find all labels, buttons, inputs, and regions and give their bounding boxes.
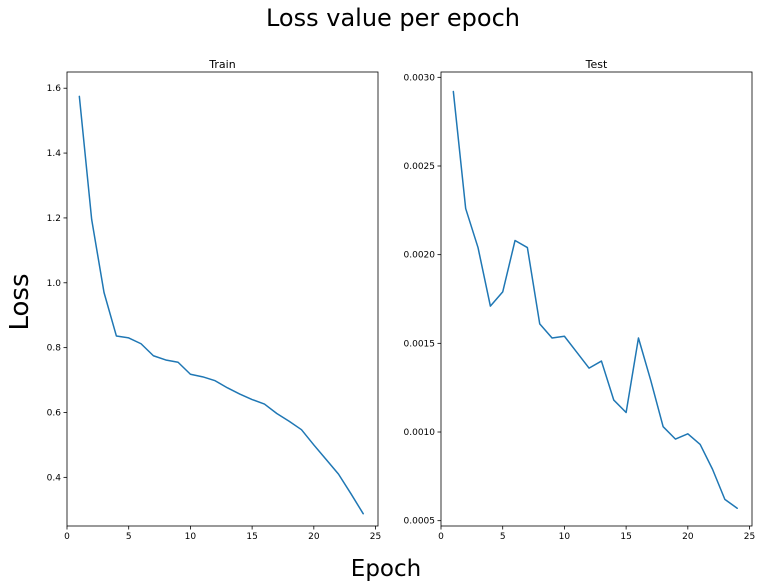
test-axes-frame <box>440 71 753 527</box>
train-x-tick-label: 15 <box>246 532 257 542</box>
test-y-tick-label: 0.0020 <box>404 251 436 261</box>
train-x-tick-label: 20 <box>308 532 320 542</box>
train-y-tick-label: 1.4 <box>47 149 62 159</box>
train-y-tick-label: 0.8 <box>47 344 62 354</box>
train-subplot: Train 0 5 10 15 20 25 0.4 0.6 0.8 1.0 1.2 1.4 1.6 <box>47 58 382 542</box>
test-x-tick-label: 10 <box>559 532 571 542</box>
train-y-tick-label: 0.4 <box>47 473 62 483</box>
test-loss-line <box>452 90 738 510</box>
figure-x-label: Epoch <box>351 556 421 582</box>
test-y-tick-label: 0.0005 <box>404 517 436 527</box>
test-x-tick-label: 0 <box>438 532 444 542</box>
train-y-tick-label: 0.6 <box>47 409 62 419</box>
figure-y-label: Loss <box>5 273 35 330</box>
test-y-tick-label: 0.0010 <box>404 428 436 438</box>
test-x-tick-label: 20 <box>682 532 694 542</box>
train-y-tick-label: 1.6 <box>47 84 62 94</box>
train-x-tick-label: 10 <box>185 532 197 542</box>
test-x-tick-label: 15 <box>620 532 631 542</box>
train-axes-frame <box>66 71 379 527</box>
test-y-tick-label: 0.0030 <box>404 73 436 83</box>
train-y-tick-label: 1.0 <box>47 279 62 289</box>
train-x-tick-label: 5 <box>126 532 132 542</box>
test-subplot-title: Test <box>585 58 608 71</box>
test-subplot: Test 0 5 10 15 20 25 0.0005 0.0010 0.0015 0.0020 0.… <box>404 58 756 542</box>
figure-title: Loss value per epoch <box>266 4 520 32</box>
train-x-tick-label: 25 <box>370 532 381 542</box>
train-y-tick-label: 1.2 <box>47 214 61 224</box>
test-y-tick-label: 0.0025 <box>404 162 436 172</box>
test-x-tick-label: 5 <box>500 532 506 542</box>
train-subplot-title: Train <box>208 58 235 71</box>
test-x-tick-label: 25 <box>744 532 755 542</box>
train-loss-line <box>78 95 364 515</box>
test-y-tick-label: 0.0015 <box>404 339 436 349</box>
train-x-tick-label: 0 <box>64 532 70 542</box>
